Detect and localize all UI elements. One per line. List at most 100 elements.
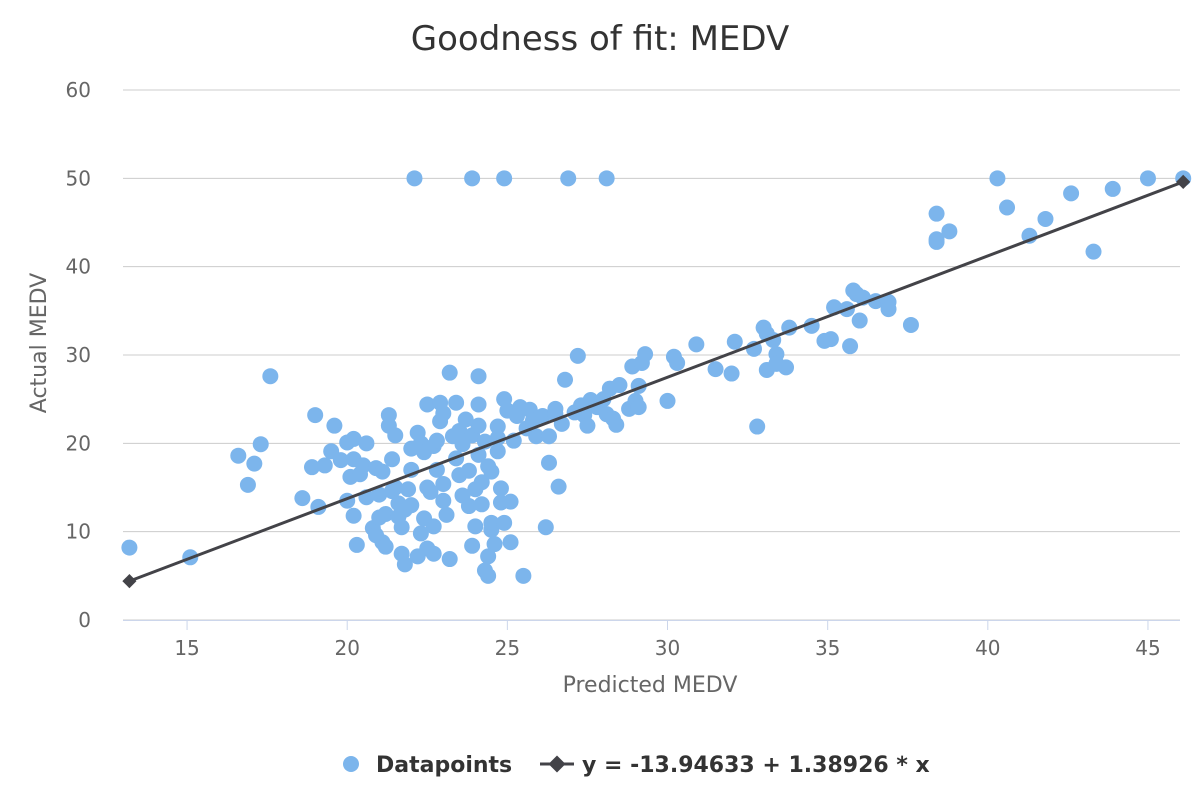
data-point[interactable] [473, 496, 490, 513]
data-point[interactable] [425, 518, 442, 535]
data-point[interactable] [560, 170, 577, 187]
data-point[interactable] [1037, 210, 1054, 227]
data-point[interactable] [438, 506, 455, 523]
data-point[interactable] [550, 478, 567, 495]
legend-item-datapoints[interactable]: Datapoints [343, 753, 512, 778]
data-point[interactable] [464, 537, 481, 554]
data-point[interactable] [726, 333, 743, 350]
data-point[interactable] [371, 486, 388, 503]
data-point[interactable] [1139, 170, 1156, 187]
data-point[interactable] [332, 452, 349, 469]
data-point[interactable] [778, 359, 795, 376]
data-point[interactable] [611, 377, 628, 394]
data-point[interactable] [460, 498, 477, 515]
data-point[interactable] [355, 457, 372, 474]
data-point[interactable] [489, 418, 506, 435]
data-point[interactable] [659, 392, 676, 409]
data-point[interactable] [412, 525, 429, 542]
data-point[interactable] [851, 312, 868, 329]
data-point[interactable] [435, 492, 452, 509]
data-point[interactable] [496, 514, 513, 531]
data-point[interactable] [393, 519, 410, 536]
data-point[interactable] [928, 233, 945, 250]
data-point[interactable] [406, 170, 423, 187]
data-point[interactable] [457, 411, 474, 428]
data-point[interactable] [473, 474, 490, 491]
data-point[interactable] [707, 361, 724, 378]
data-point[interactable] [749, 418, 766, 435]
data-point[interactable] [486, 536, 503, 553]
data-point[interactable] [403, 497, 420, 514]
data-point[interactable] [515, 567, 532, 584]
data-point[interactable] [480, 548, 497, 565]
data-point[interactable] [348, 536, 365, 553]
data-point[interactable] [435, 405, 452, 422]
data-point[interactable] [230, 447, 247, 464]
data-point[interactable] [1085, 243, 1102, 260]
data-point[interactable] [483, 514, 500, 531]
data-point[interactable] [902, 316, 919, 333]
data-point[interactable] [1063, 185, 1080, 202]
fit-line-endpoint-diamond-icon[interactable] [122, 574, 137, 589]
data-point[interactable] [358, 435, 375, 452]
data-point[interactable] [464, 170, 481, 187]
data-point[interactable] [345, 507, 362, 524]
data-point[interactable] [374, 463, 391, 480]
data-point[interactable] [419, 396, 436, 413]
data-point[interactable] [387, 427, 404, 444]
data-point[interactable] [326, 417, 343, 434]
data-point[interactable] [669, 354, 686, 371]
data-point[interactable] [528, 428, 545, 445]
data-point[interactable] [557, 371, 574, 388]
data-point[interactable] [1104, 180, 1121, 197]
data-point[interactable] [541, 428, 558, 445]
data-point[interactable] [480, 567, 497, 584]
data-point[interactable] [928, 205, 945, 222]
data-point[interactable] [262, 368, 279, 385]
data-point[interactable] [880, 301, 897, 318]
data-point[interactable] [999, 199, 1016, 216]
data-point[interactable] [502, 534, 519, 551]
data-point[interactable] [496, 170, 513, 187]
data-point[interactable] [598, 170, 615, 187]
data-point[interactable] [121, 539, 138, 556]
data-point[interactable] [534, 407, 551, 424]
data-point[interactable] [345, 430, 362, 447]
data-point[interactable] [252, 436, 269, 453]
data-point[interactable] [989, 170, 1006, 187]
data-point[interactable] [470, 417, 487, 434]
data-point[interactable] [630, 399, 647, 416]
data-point[interactable] [467, 518, 484, 535]
legend-item-fit-line[interactable]: y = -13.94633 + 1.38926 * x [540, 753, 930, 778]
data-point[interactable] [303, 459, 320, 476]
data-point[interactable] [688, 336, 705, 353]
data-point[interactable] [579, 417, 596, 434]
data-point[interactable] [541, 454, 558, 471]
data-point[interactable] [537, 519, 554, 536]
data-point[interactable] [470, 396, 487, 413]
data-point[interactable] [483, 463, 500, 480]
data-point[interactable] [377, 538, 394, 555]
data-point[interactable] [441, 364, 458, 381]
data-point[interactable] [377, 506, 394, 522]
data-point[interactable] [239, 476, 256, 493]
data-point[interactable] [637, 346, 654, 363]
data-point[interactable] [400, 481, 417, 498]
data-point[interactable] [396, 556, 413, 573]
data-point[interactable] [294, 490, 311, 507]
data-point[interactable] [822, 331, 839, 348]
data-point[interactable] [608, 416, 625, 433]
data-point[interactable] [425, 545, 442, 562]
data-point[interactable] [384, 451, 401, 468]
data-point[interactable] [470, 368, 487, 385]
data-point[interactable] [422, 483, 439, 500]
data-point[interactable] [460, 462, 477, 479]
data-point[interactable] [547, 400, 564, 417]
data-point[interactable] [448, 394, 465, 411]
data-point[interactable] [489, 443, 506, 460]
data-point[interactable] [941, 223, 958, 240]
data-point[interactable] [435, 475, 452, 492]
data-point[interactable] [441, 551, 458, 568]
data-point[interactable] [307, 407, 324, 424]
fit-line-endpoint-diamond-icon[interactable] [1176, 174, 1191, 189]
